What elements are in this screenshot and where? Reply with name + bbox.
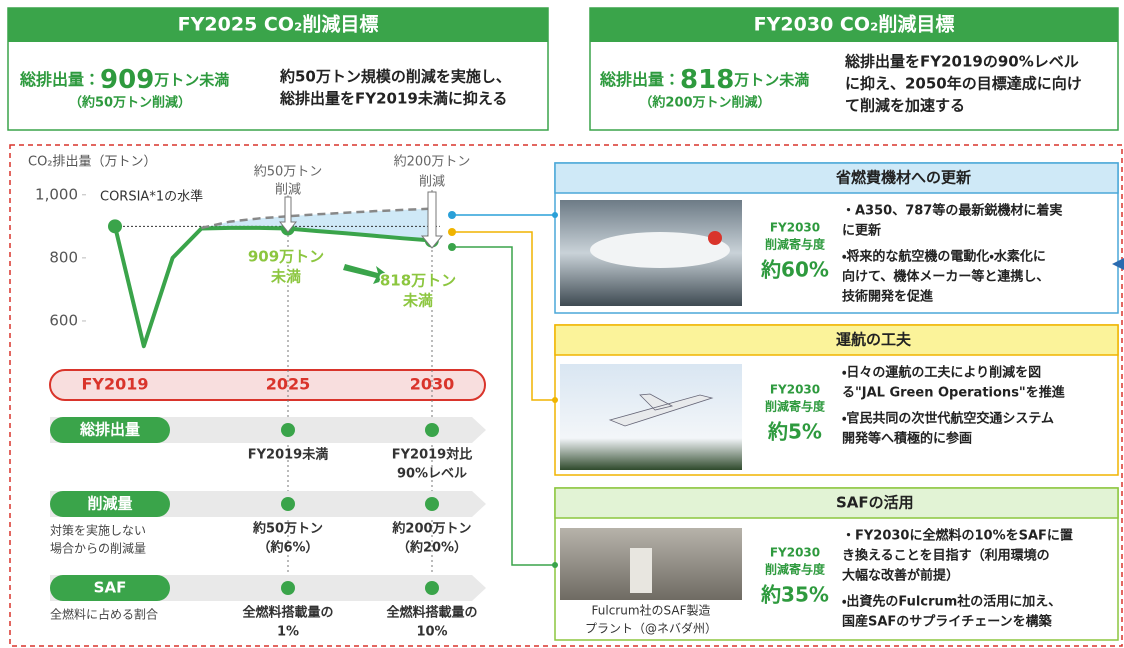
- row-item: 1%: [277, 625, 299, 640]
- bullet: 国産SAFのサプライチェーンを構築: [842, 614, 1053, 630]
- row-item: 約200万トン: [391, 521, 471, 537]
- bullet: ・出資先のFulcrum社の活用に加え、: [842, 594, 1061, 610]
- row-note: 場合からの削減量: [50, 541, 146, 556]
- photo-tank: [630, 548, 652, 593]
- panel-title: 省燃費機材への更新: [835, 169, 971, 187]
- row-label: 総排出量: [79, 421, 140, 439]
- row-item: 10%: [416, 625, 447, 640]
- annotation: 818万トン: [380, 272, 456, 290]
- row-dot: [281, 581, 295, 595]
- row-label: SAF: [94, 579, 127, 597]
- y-axis-label: CO₂排出量（万トン）: [28, 155, 157, 170]
- goal-total-part: 818: [680, 65, 734, 95]
- contribution-label: 削減寄与度: [765, 399, 825, 414]
- row-item: 90%レベル: [397, 467, 467, 482]
- goal-sub: （約200万トン削減）: [639, 95, 770, 111]
- y-tick-label: 600: [49, 311, 78, 329]
- goal-total-part: 万トン未満: [733, 71, 809, 89]
- row-dot: [425, 581, 439, 595]
- connector-dot: [448, 243, 456, 251]
- row-label: 削減量: [87, 495, 132, 513]
- goal-total-part: 総排出量：: [19, 70, 100, 89]
- row-dot: [281, 423, 295, 437]
- bullet: 技術開発を促進: [842, 289, 933, 305]
- photo-caption: プラント（@ネバダ州）: [585, 621, 717, 636]
- annotation: 削減: [275, 182, 301, 198]
- infographic: FY2025 CO₂削減目標総排出量：909万トン未満（約50万トン削減）約50…: [0, 0, 1124, 648]
- milestone-label: 2030: [410, 375, 455, 394]
- row-dot: [281, 497, 295, 511]
- milestone-label: 2025: [266, 375, 311, 394]
- row-item: （約20%）: [397, 540, 467, 556]
- bullet: る"JAL Green Operations"を推進: [842, 385, 1065, 401]
- bullet: き換えることを目指す（利用環境の: [842, 548, 1050, 564]
- y-tick-label: 800: [49, 248, 78, 266]
- annotation: 約200万トン: [394, 155, 471, 170]
- row-item: （約6%）: [257, 540, 318, 556]
- row-item: 約50万トン: [252, 521, 323, 537]
- row-note: 対策を実施しない: [50, 524, 146, 538]
- row-dot: [425, 497, 439, 511]
- bullet: ・将来的な航空機の電動化・水素化に: [842, 249, 1046, 265]
- row-item: 全燃料搭載量の: [242, 605, 333, 621]
- row-item: FY2019対比: [392, 447, 472, 463]
- row-item: FY2019未満: [248, 447, 328, 463]
- annotation: 未満: [270, 268, 301, 286]
- contribution-value: 約5%: [767, 420, 822, 444]
- annotation: 削減: [419, 174, 445, 190]
- goal-title: FY2025 CO₂削減目標: [178, 13, 379, 36]
- connector-dot: [552, 397, 558, 403]
- goal-sub: （約50万トン削減）: [69, 95, 191, 111]
- photo-logo: [708, 231, 722, 245]
- goal-desc: に抑え、2050年の目標達成に向け: [845, 75, 1082, 93]
- reference-label: CORSIA*1の水準: [100, 189, 203, 205]
- goal-desc: 総排出量をFY2019未満に抑える: [279, 90, 507, 108]
- panel-title: SAFの活用: [836, 494, 914, 512]
- contribution-value: 約60%: [760, 258, 829, 282]
- contribution-value: 約35%: [760, 583, 829, 607]
- row-item: 全燃料搭載量の: [386, 605, 477, 621]
- photo-caption: Fulcrum社のSAF製造: [592, 603, 711, 618]
- bullet: に更新: [842, 223, 881, 239]
- contribution-label: FY2030: [770, 383, 820, 397]
- goal-desc: 総排出量をFY2019の90%レベル: [844, 53, 1079, 71]
- milestone-label: FY2019: [81, 375, 148, 394]
- milestone-point: [108, 219, 122, 233]
- chart: [82, 192, 442, 346]
- goal-desc: て削減を加速する: [845, 97, 965, 115]
- row-note: 全燃料に占める割合: [50, 607, 158, 622]
- annotation: 909万トン: [248, 248, 324, 266]
- bullet: ・日々の運航の工夫により削減を図: [842, 365, 1041, 381]
- bullet: ・A350、787等の最新鋭機材に着実: [842, 203, 1062, 219]
- connector-dot: [448, 211, 456, 219]
- row-dot: [425, 423, 439, 437]
- connector-dot: [552, 562, 558, 568]
- goal-title: FY2030 CO₂削減目標: [754, 13, 955, 36]
- goal-desc: 約50万トン規模の削減を実施し、: [279, 68, 511, 86]
- contribution-label: 削減寄与度: [765, 562, 825, 577]
- contribution-label: FY2030: [770, 221, 820, 235]
- goal-total-part: 万トン未満: [153, 71, 229, 89]
- bullet: 向けて、機体メーカー等と連携し、: [842, 269, 1049, 285]
- bullet: ・FY2030に全燃料の10%をSAFに置: [842, 528, 1073, 544]
- y-tick-label: 1,000: [35, 185, 78, 203]
- connector-dot: [552, 212, 558, 218]
- bullet: 開発等へ積極的に参画: [842, 431, 972, 447]
- contribution-label: 削減寄与度: [765, 237, 825, 252]
- connector-dot: [448, 228, 456, 236]
- panel-title: 運航の工夫: [836, 331, 912, 349]
- bullet: ・官民共同の次世代航空交通システム: [842, 411, 1054, 427]
- goal-total-part: 総排出量：: [599, 70, 680, 89]
- contribution-label: FY2030: [770, 546, 820, 560]
- reduction-area: [201, 209, 431, 241]
- annotation: 未満: [402, 292, 433, 310]
- bullet: 大幅な改善が前提）: [842, 568, 959, 584]
- annotation: 約50万トン: [254, 165, 323, 180]
- connector: [450, 247, 555, 565]
- goal-total-part: 909: [100, 65, 154, 95]
